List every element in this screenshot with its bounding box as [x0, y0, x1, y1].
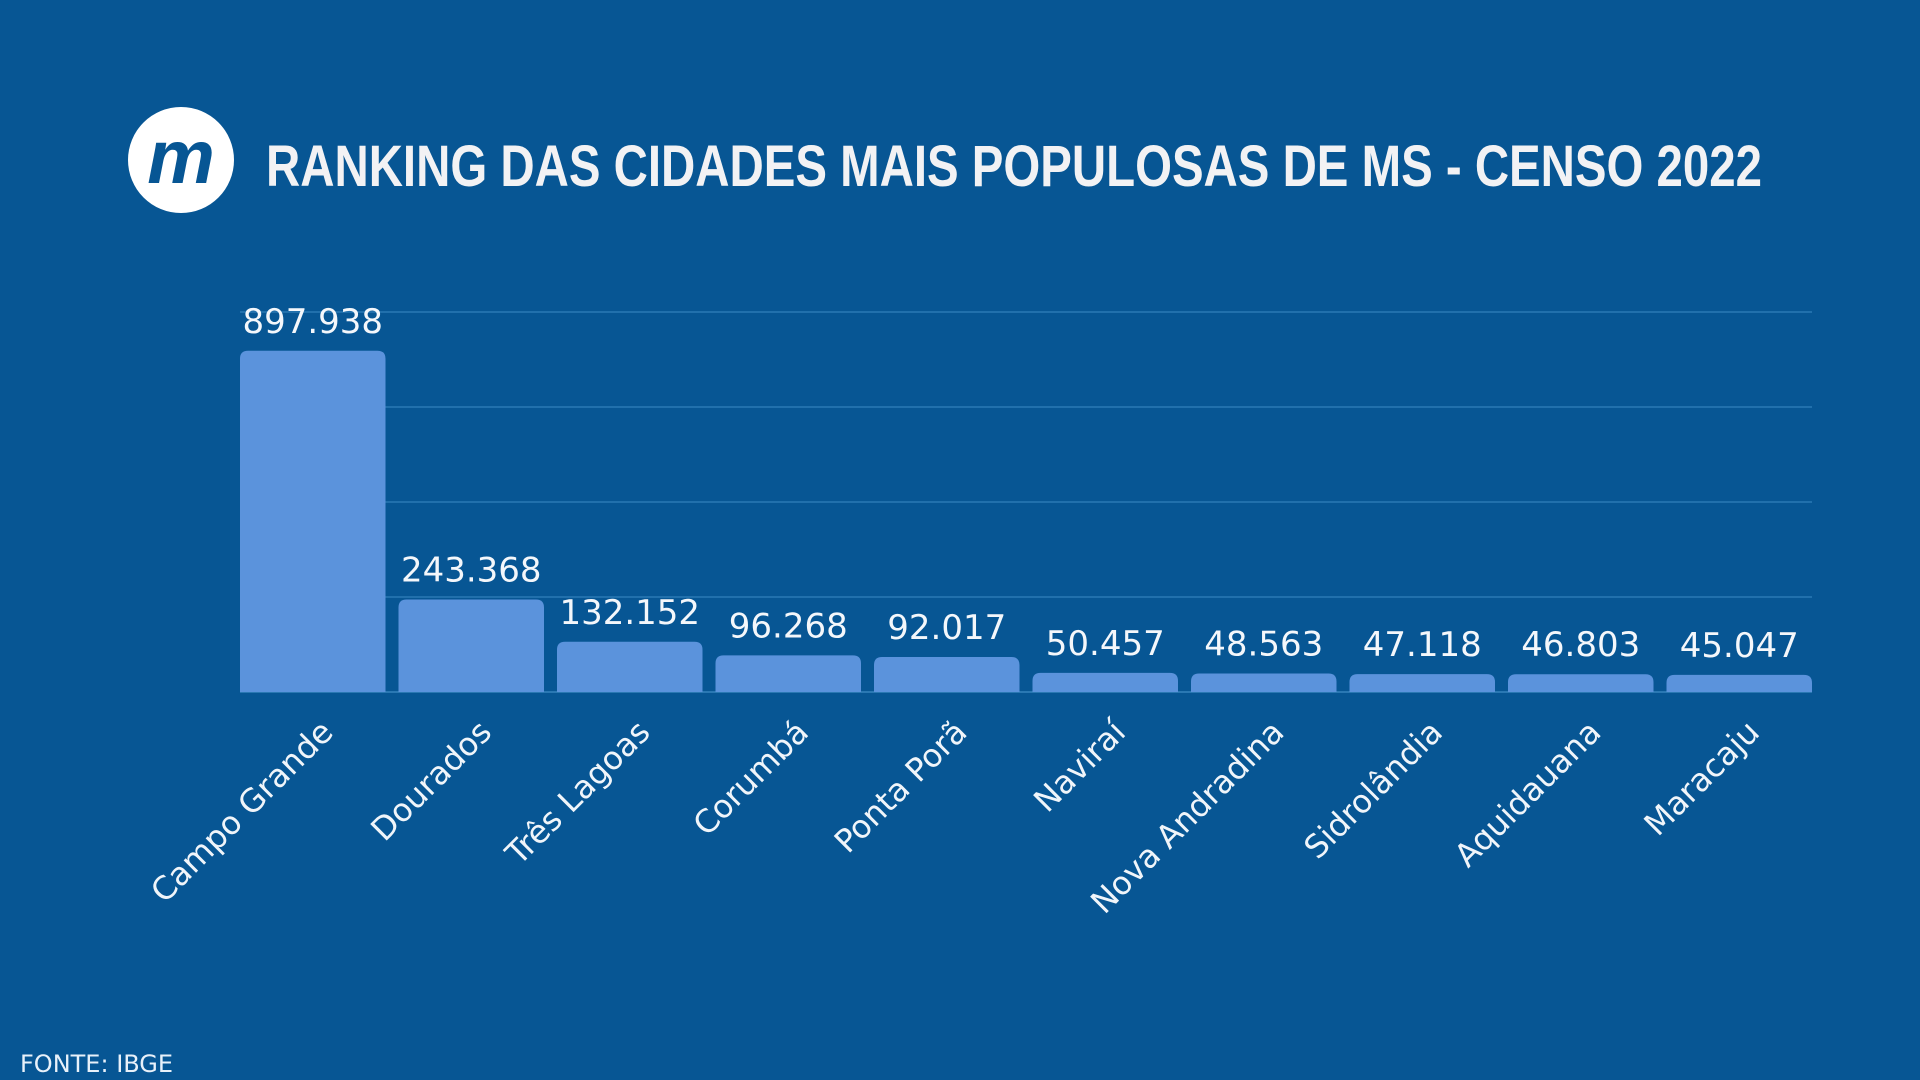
value-label: 47.118: [1363, 625, 1482, 665]
bar: [1191, 673, 1337, 692]
category-label: Ponta Porã: [827, 713, 975, 861]
bar: [557, 641, 703, 692]
bar: [715, 655, 861, 692]
category-label: Corumbá: [685, 713, 815, 843]
bars: [240, 350, 1812, 692]
value-label: 96.268: [729, 606, 848, 646]
value-labels: 897.938 243.368 132.152 96.268 92.017 50.457 4…: [242, 302, 1798, 666]
bar: [1349, 674, 1495, 692]
category-label: Sidrolândia: [1296, 713, 1450, 867]
value-label: 45.047: [1680, 626, 1799, 666]
chart-title: RANKING DAS CIDADES MAIS POPULOSAS DE MS…: [266, 134, 1762, 199]
bar: [874, 657, 1020, 692]
logo-circle: [128, 107, 234, 213]
bar: [240, 350, 386, 692]
category-label: Naviraí: [1026, 712, 1134, 820]
bar: [1508, 674, 1654, 692]
value-label: 50.457: [1046, 624, 1165, 664]
value-label: 243.368: [401, 551, 542, 591]
logo: m: [128, 107, 234, 213]
source-label: FONTE: IBGE: [20, 1050, 173, 1078]
value-label: 46.803: [1521, 625, 1640, 665]
value-label: 132.152: [559, 593, 700, 633]
bar: [398, 599, 544, 692]
category-label: Aquidauana: [1447, 713, 1609, 875]
bar: [1666, 674, 1812, 692]
category-label: Maracaju: [1637, 713, 1767, 843]
value-label: 92.017: [887, 608, 1006, 648]
logo-letter: m: [147, 115, 215, 200]
bar: [1032, 672, 1178, 692]
category-label: Dourados: [363, 713, 499, 849]
category-labels: Campo Grande Dourados Três Lagoas Corumbá Po…: [143, 712, 1767, 921]
category-label: Três Lagoas: [497, 713, 657, 873]
category-label: Campo Grande: [143, 713, 340, 910]
value-label: 897.938: [242, 302, 383, 342]
value-label: 48.563: [1204, 625, 1323, 665]
